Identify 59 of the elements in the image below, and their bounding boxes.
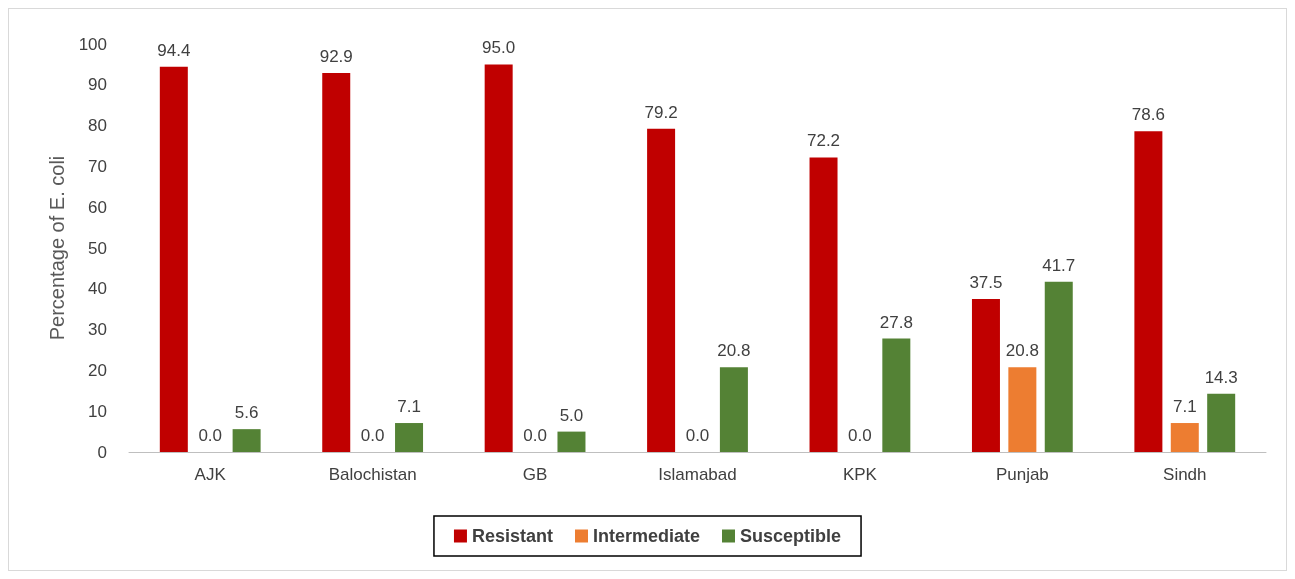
y-axis-title: Percentage of E. coli — [46, 155, 68, 341]
data-label: 5.0 — [559, 405, 584, 425]
bar — [882, 338, 911, 452]
data-label: 14.3 — [1204, 367, 1238, 387]
y-tick-label: 60 — [88, 197, 107, 217]
bar — [159, 66, 188, 452]
data-label: 0.0 — [360, 426, 385, 445]
x-tick-label: Punjab — [995, 465, 1049, 484]
y-tick-label: 80 — [88, 116, 107, 136]
x-tick-label: Islamabad — [658, 465, 737, 484]
y-tick-label: 70 — [88, 156, 107, 176]
bar — [971, 299, 1000, 452]
data-label: 7.1 — [1172, 397, 1197, 417]
y-tick-label: 10 — [88, 401, 107, 421]
y-tick-label: 0 — [97, 442, 107, 462]
bar — [809, 157, 838, 452]
data-label: 79.2 — [644, 102, 678, 122]
legend-label: Susceptible — [740, 526, 842, 546]
data-label: 27.8 — [879, 312, 913, 332]
data-label: 78.6 — [1131, 105, 1165, 125]
y-tick-label: 100 — [78, 34, 107, 54]
bar — [557, 431, 586, 452]
bar — [1207, 393, 1236, 452]
data-label: 20.8 — [717, 341, 751, 361]
data-label: 95.0 — [482, 38, 516, 58]
x-tick-label: KPK — [842, 465, 878, 484]
y-tick-label: 90 — [88, 75, 107, 95]
x-tick-label: Sindh — [1163, 465, 1207, 484]
y-tick-label: 20 — [88, 360, 107, 380]
bar — [322, 72, 351, 452]
data-label: 0.0 — [848, 426, 872, 445]
data-label: 92.9 — [319, 46, 353, 66]
bar — [1134, 131, 1163, 452]
y-tick-label: 40 — [88, 279, 107, 299]
legend-label: Resistant — [471, 526, 553, 546]
bar — [395, 423, 424, 452]
data-label: 0.0 — [198, 426, 223, 445]
x-tick-label: Balochistan — [328, 465, 417, 484]
data-label: 5.6 — [234, 403, 259, 423]
bar — [484, 64, 513, 452]
data-label: 0.0 — [685, 426, 710, 445]
data-label: 7.1 — [397, 397, 421, 417]
bar — [1044, 281, 1073, 452]
data-label: 41.7 — [1042, 255, 1076, 275]
data-label: 0.0 — [523, 426, 547, 445]
y-tick-label: 50 — [88, 238, 107, 258]
data-label: 94.4 — [157, 40, 191, 60]
bar — [647, 128, 676, 452]
x-tick-label: GB — [522, 465, 548, 484]
y-tick-label: 30 — [88, 320, 107, 340]
legend-label: Intermediate — [592, 526, 701, 546]
bar — [719, 367, 748, 452]
bar — [1170, 423, 1199, 452]
bar — [1008, 367, 1037, 452]
data-label: 72.2 — [806, 131, 841, 151]
data-label: 20.8 — [1005, 341, 1039, 361]
x-tick-label: AJK — [194, 465, 227, 484]
bar — [232, 429, 261, 452]
data-label: 37.5 — [969, 273, 1003, 292]
